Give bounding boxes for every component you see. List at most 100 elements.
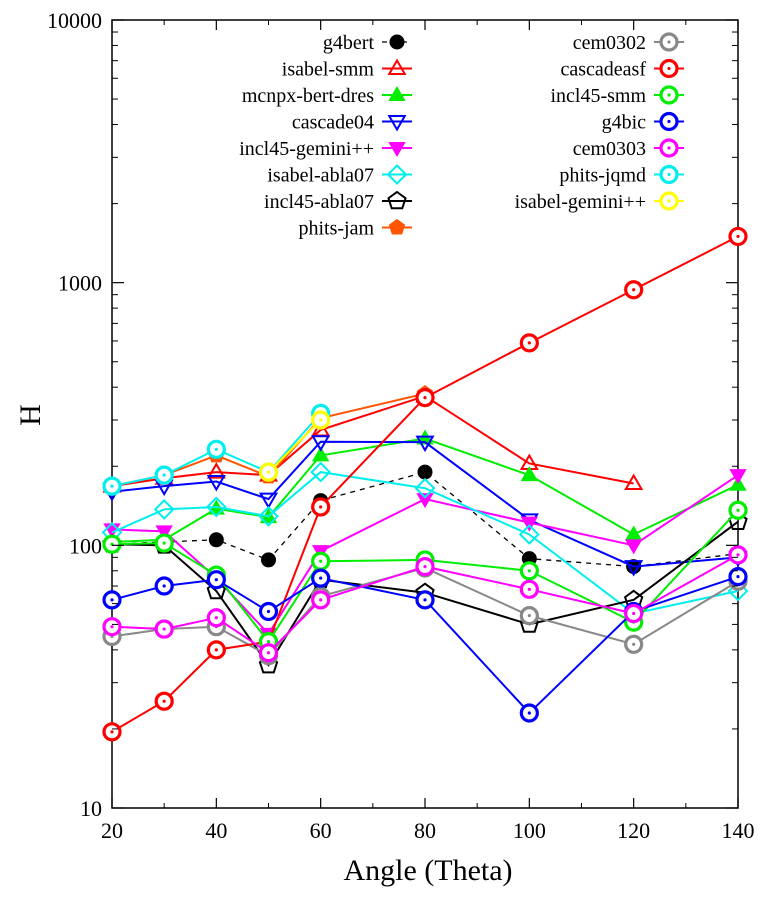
y-tick-label: 100 [69, 533, 102, 558]
legend-marker-center [667, 199, 671, 203]
data-point-center [266, 651, 271, 655]
data-point [518, 524, 540, 545]
data-point [312, 446, 330, 462]
y-tick-label: 10000 [47, 8, 102, 33]
legend-label: isabel-smm [282, 59, 375, 81]
data-point-center [423, 564, 427, 569]
data-point-center [266, 640, 271, 644]
legend-label: cascadeasf [561, 59, 647, 81]
x-tick-label: 60 [310, 818, 332, 843]
series-cascade04 [102, 435, 748, 577]
legend-marker-center [667, 172, 671, 177]
data-point-center [214, 447, 218, 451]
data-point-center [736, 575, 740, 579]
legend-label: incl45-gemini++ [239, 138, 374, 160]
series-line [111, 235, 739, 733]
legend-label: cem0303 [573, 138, 646, 160]
data-point-center [110, 625, 114, 629]
data-point [520, 466, 538, 482]
legend-entry: isabel-gemini++ [515, 191, 684, 213]
data-point-center [423, 396, 427, 400]
data-point [258, 505, 279, 527]
legend-entry: cem0303 [573, 138, 684, 160]
legend-marker-center [667, 40, 671, 44]
data-point [206, 462, 226, 479]
data-point [624, 560, 644, 577]
legend-label: mcnpx-bert-dres [242, 85, 374, 107]
data-point [417, 464, 433, 480]
data-point [624, 473, 644, 490]
legend-label: g4bic [602, 112, 647, 134]
legend-marker [388, 85, 406, 101]
legend-entry: isabel-smm [282, 58, 412, 81]
data-point-center [527, 341, 531, 345]
legend-entry: incl45-abla07 [264, 190, 412, 213]
data-point-center [527, 587, 531, 591]
legend-marker [387, 58, 407, 75]
legend-label: phits-jam [298, 218, 374, 240]
data-point-center [319, 418, 323, 422]
legend-entry: incl45-gemini++ [239, 138, 412, 160]
data-point-center [266, 609, 271, 614]
data-point-center [632, 642, 636, 646]
legend-label: phits-jqmd [559, 165, 646, 187]
data-point [261, 552, 276, 568]
data-point-center [527, 614, 531, 618]
series-cem0303 [102, 545, 748, 663]
legend-marker [387, 190, 407, 210]
series-isabel-smm [102, 386, 644, 493]
data-point [625, 525, 643, 541]
data-point [729, 469, 747, 485]
data-point-center [319, 576, 323, 580]
data-point [206, 580, 227, 600]
data-point-center [736, 553, 740, 557]
legend-label: incl45-abla07 [264, 191, 374, 213]
data-point-center [632, 288, 636, 292]
legend-entry: phits-jam [298, 218, 412, 240]
legend-entry: isabel-abla07 [267, 164, 412, 187]
legend-entry: cem0302 [573, 32, 684, 54]
data-point-center [110, 484, 114, 488]
data-point-center [162, 541, 166, 545]
legend-label: cascade04 [292, 112, 374, 134]
data-point [155, 525, 173, 541]
legend-entry: phits-jqmd [559, 165, 684, 187]
legend-entry: cascadeasf [561, 59, 684, 81]
data-point-center [266, 470, 271, 474]
data-point [625, 539, 643, 555]
series-line [111, 471, 739, 615]
data-point-center [214, 578, 218, 582]
legend-label: cem0302 [573, 32, 646, 54]
data-point-center [162, 627, 166, 631]
data-point-center [214, 616, 218, 620]
legend-marker [388, 218, 406, 235]
data-point-center [162, 473, 166, 477]
y-axis-title: H [14, 404, 47, 426]
series-cascadeasf [102, 226, 748, 742]
data-point [153, 499, 175, 520]
data-point [311, 435, 331, 452]
y-tick-label: 1000 [58, 271, 102, 296]
legend-marker-center [667, 146, 671, 150]
data-point-center [110, 730, 114, 734]
series-line [111, 471, 739, 568]
legend-label: incl45-smm [550, 85, 646, 107]
data-point-center [162, 584, 166, 588]
legend-entry: incl45-smm [550, 85, 684, 107]
series-g4bic [102, 567, 748, 723]
x-tick-label: 120 [617, 818, 650, 843]
data-point [205, 496, 227, 518]
data-point-center [319, 559, 323, 563]
data-point-center [110, 598, 114, 602]
data-point [520, 516, 538, 532]
data-point-center [214, 648, 218, 652]
legend-entry: g4bic [602, 112, 684, 134]
legend-marker [389, 34, 405, 50]
x-tick-label: 80 [414, 818, 436, 843]
legend-entry: mcnpx-bert-dres [242, 85, 412, 107]
legend-label: g4bert [323, 32, 375, 54]
data-point-center [527, 569, 531, 573]
data-point [206, 475, 226, 492]
x-tick-label: 100 [513, 818, 546, 843]
